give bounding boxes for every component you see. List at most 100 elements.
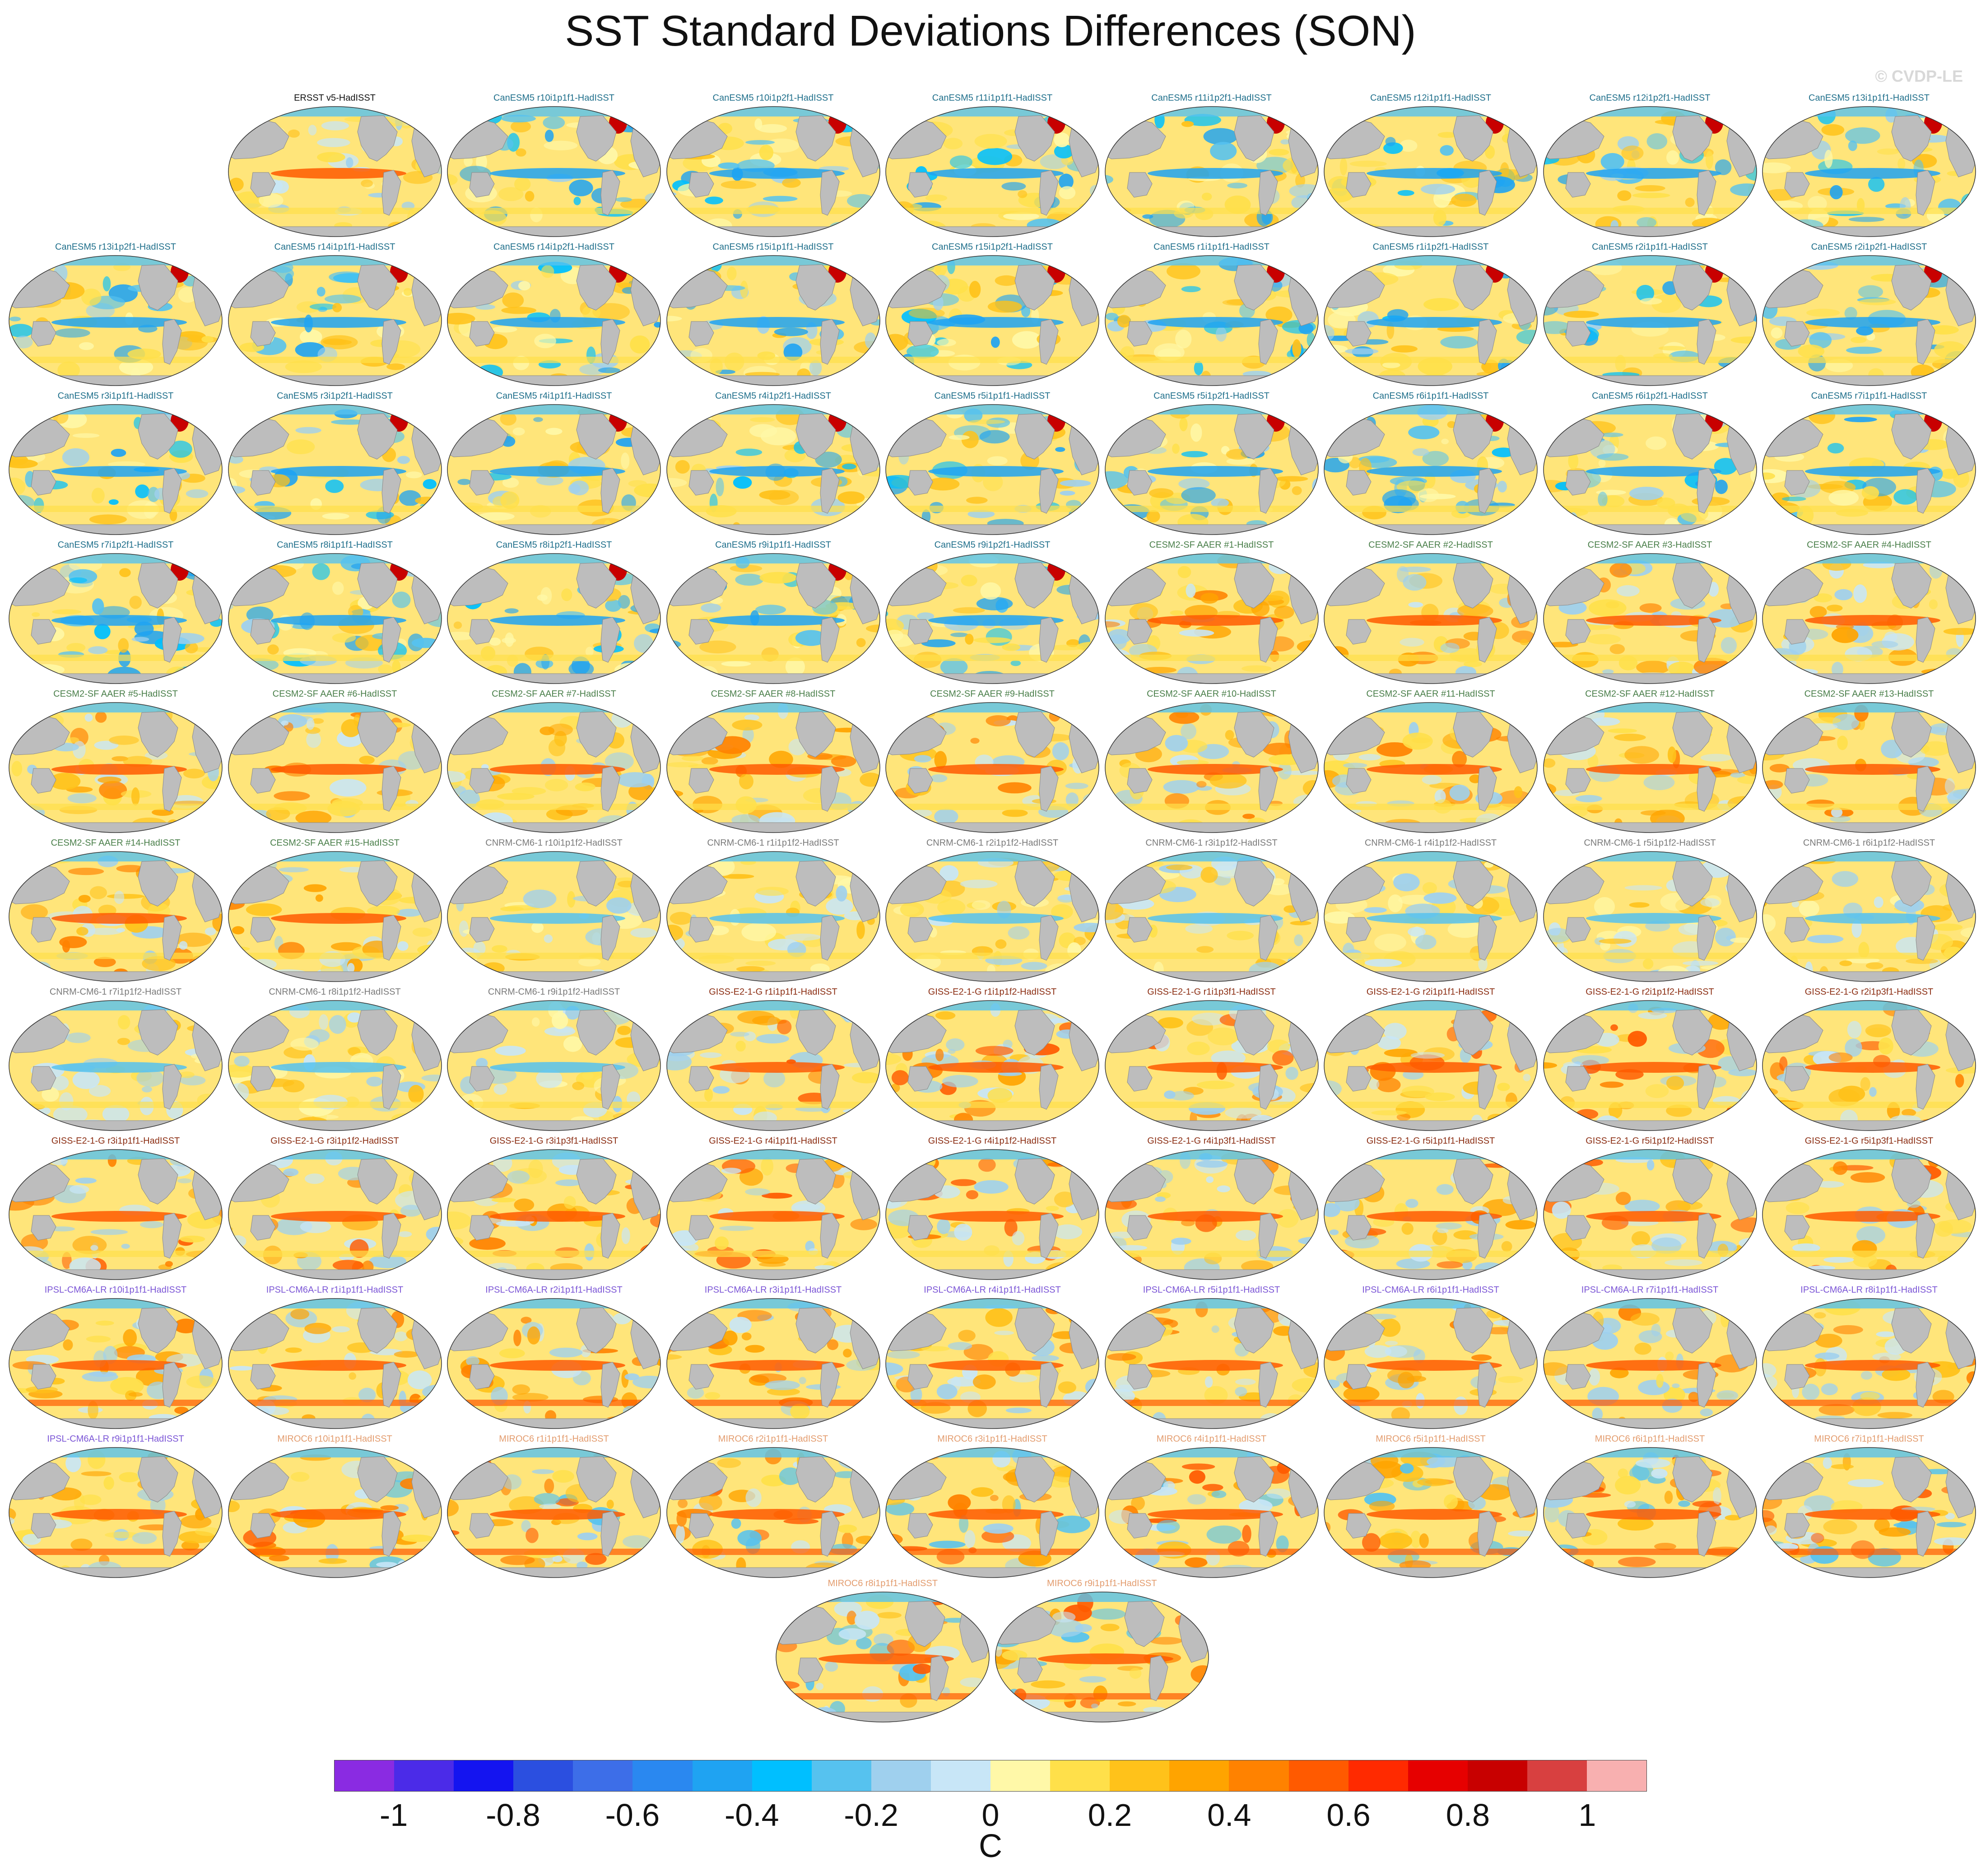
anomaly-patch — [764, 1380, 800, 1390]
anomaly-patch — [1175, 330, 1191, 349]
land-mass — [1233, 115, 1274, 162]
southern-ocean-band — [886, 1102, 1099, 1108]
anomaly-patch — [869, 263, 879, 279]
anomaly-patch — [1516, 862, 1526, 870]
anomaly-patch — [283, 1168, 298, 1177]
sst-map — [1762, 1149, 1976, 1280]
anomaly-patch — [210, 1170, 222, 1187]
anomaly-patch — [561, 588, 572, 601]
anomaly-patch — [1844, 307, 1857, 320]
land-mass — [1891, 264, 1932, 311]
anomaly-patch — [1305, 963, 1317, 968]
anomaly-patch — [970, 738, 980, 744]
land-mass — [162, 766, 182, 812]
map-outline — [447, 1000, 661, 1131]
map-outline — [9, 404, 223, 535]
anomaly-patch — [1105, 563, 1133, 574]
anomaly-patch — [1396, 566, 1409, 582]
anomaly-patch — [666, 265, 685, 276]
panel-title: CNRM-CM6-1 r3i1p1f2-HadISST — [1145, 838, 1278, 848]
anomaly-patch — [1844, 417, 1877, 423]
anomaly-patch — [640, 1550, 649, 1565]
anomaly-patch — [1634, 1342, 1651, 1355]
anomaly-patch — [234, 1316, 243, 1322]
anomaly-patch — [208, 966, 222, 981]
anomaly-patch — [1387, 1367, 1422, 1384]
anomaly-patch — [119, 1472, 140, 1482]
anomaly-patch — [1597, 491, 1608, 507]
anomaly-patch — [228, 455, 243, 464]
southern-ocean-band — [9, 506, 222, 512]
anomaly-patch — [1609, 562, 1632, 578]
anomaly-patch — [1475, 813, 1504, 829]
anomaly-patch — [985, 1308, 1013, 1327]
anomaly-patch — [233, 1056, 250, 1067]
panel-title: CanESM5 r12i1p1f1-HadISST — [1370, 93, 1491, 103]
panel-title: GISS-E2-1-G r5i1p3f1-HadISST — [1804, 1136, 1934, 1146]
anomaly-patch — [228, 1016, 246, 1025]
anomaly-patch — [1054, 132, 1070, 148]
anomaly-patch — [358, 755, 375, 764]
anomaly-patch — [995, 939, 1007, 949]
anomaly-patch — [1505, 1220, 1536, 1230]
anomaly-patch — [1275, 476, 1308, 482]
southern-ocean-band — [666, 953, 880, 959]
anomaly-patch — [1343, 763, 1367, 768]
anomaly-patch — [1651, 1237, 1682, 1254]
anomaly-patch — [1700, 754, 1732, 762]
equatorial-band — [1147, 168, 1283, 179]
cvdp-credit: © CVDP-LE — [1875, 67, 1963, 85]
anomaly-patch — [475, 304, 496, 310]
equatorial-band — [490, 615, 625, 626]
map-panel: CESM2-SF AAER #6-HadISST — [226, 689, 444, 835]
anomaly-patch — [1423, 892, 1457, 904]
equatorial-band — [1367, 466, 1502, 477]
anomaly-patch — [324, 294, 361, 304]
anomaly-patch — [1860, 1077, 1870, 1091]
anomaly-patch — [1105, 1323, 1119, 1336]
anomaly-patch — [866, 129, 874, 137]
land-mass — [1784, 1066, 1810, 1092]
anomaly-patch — [578, 957, 601, 967]
anomaly-patch — [203, 961, 222, 973]
southern-ocean-band — [228, 1549, 442, 1555]
anomaly-patch — [1958, 1109, 1976, 1115]
anomaly-patch — [1646, 133, 1667, 149]
equatorial-band — [709, 1062, 845, 1073]
equatorial-band — [270, 168, 406, 179]
anomaly-patch — [974, 1180, 1009, 1194]
anomaly-patch — [744, 714, 759, 721]
anomaly-patch — [447, 929, 453, 938]
anomaly-patch — [1003, 1039, 1013, 1049]
anomaly-patch — [958, 1330, 976, 1342]
land-mass — [250, 619, 276, 645]
panel-title: CanESM5 r6i1p2f1-HadISST — [1592, 391, 1708, 401]
land-mass — [1672, 264, 1713, 311]
anomaly-patch — [1018, 190, 1028, 198]
anomaly-patch — [948, 1342, 972, 1350]
land-mass — [31, 321, 56, 347]
anomaly-patch — [35, 816, 47, 826]
panel-title: GISS-E2-1-G r3i1p3f1-HadISST — [489, 1136, 618, 1146]
land-mass — [357, 711, 398, 758]
anomaly-patch — [119, 359, 153, 376]
sst-map — [1104, 1149, 1319, 1280]
map-outline — [1324, 1000, 1538, 1131]
anomaly-patch — [512, 1384, 530, 1395]
anomaly-patch — [1624, 885, 1662, 891]
anomaly-patch — [504, 608, 519, 614]
map-panel: CESM2-SF AAER #2-HadISST — [1321, 540, 1540, 686]
anomaly-patch — [705, 218, 732, 233]
anomaly-patch — [507, 1170, 530, 1184]
anomaly-patch — [425, 219, 442, 236]
land-mass — [1477, 170, 1497, 216]
land-mass — [1891, 1307, 1932, 1354]
land-mass — [1784, 470, 1810, 496]
anomaly-patch — [563, 1196, 576, 1209]
southern-ocean-band — [886, 953, 1099, 959]
anomaly-patch — [760, 427, 796, 446]
anomaly-patch — [1571, 1055, 1609, 1066]
anomaly-patch — [1186, 583, 1195, 598]
anomaly-patch — [1314, 360, 1318, 378]
anomaly-patch — [332, 633, 356, 643]
